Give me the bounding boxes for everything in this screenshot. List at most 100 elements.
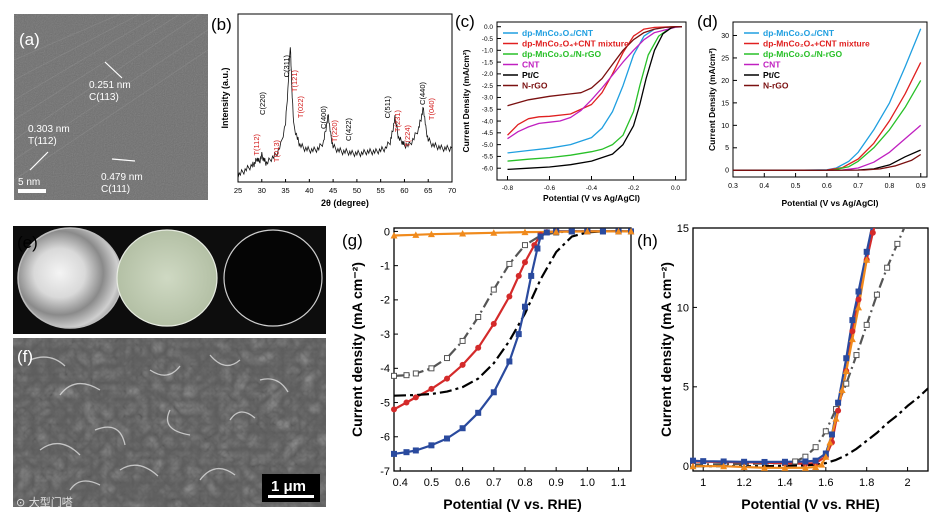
x-tick-label: 1.6 (818, 477, 833, 489)
y-tick-label: 0 (725, 168, 729, 175)
data-point (459, 425, 466, 432)
series-line (693, 387, 928, 468)
x-axis-label: Potential (V vs Ag/AgCl) (543, 193, 640, 203)
data-point (459, 229, 467, 237)
x-tick-label: 60 (400, 186, 408, 195)
disc-black (223, 229, 323, 327)
data-point (475, 313, 482, 320)
data-point (528, 272, 535, 279)
data-point (506, 260, 513, 267)
data-point (863, 321, 870, 328)
data-point (506, 358, 513, 365)
y-axis-label: Intensity (a.u.) (220, 67, 230, 128)
x-tick-label: 0.8 (885, 183, 895, 190)
data-point (444, 435, 451, 442)
y-tick-label: 15 (677, 223, 689, 235)
y-tick-label: -3.5 (482, 107, 494, 114)
x-tick-label: 40 (305, 186, 313, 195)
peak-label: C(311) (282, 55, 291, 78)
y-tick-label: 0 (683, 461, 689, 473)
peak-label: C(422) (344, 118, 353, 141)
x-tick-label: 1.1 (611, 477, 626, 489)
data-point (792, 458, 799, 465)
y-tick-label: -1.0 (482, 48, 494, 55)
data-point (412, 447, 419, 454)
x-tick-label: 30 (258, 186, 266, 195)
series-line (733, 149, 921, 171)
data-point (835, 407, 842, 414)
data-point (515, 331, 522, 338)
panel-label-e: (e) (17, 233, 38, 252)
y-axis-label: Current density (mA cm⁻²) (658, 262, 674, 437)
y-tick-label: 30 (721, 33, 729, 40)
data-point (853, 352, 860, 359)
disc-coated (116, 229, 218, 327)
data-point (855, 296, 862, 303)
data-point (720, 462, 728, 470)
scale-bar-f (268, 495, 314, 498)
y-tick-label: -1.5 (482, 59, 494, 66)
x-tick-label: 0.6 (455, 477, 470, 489)
data-point (534, 245, 541, 252)
data-point (615, 227, 623, 235)
x-tick-label: -0.2 (628, 185, 640, 192)
x-axis-label: Potential (V vs. RHE) (443, 496, 581, 512)
data-point (848, 335, 856, 343)
x-tick-label: 0.8 (517, 477, 532, 489)
y-tick-label: -5.5 (482, 154, 494, 161)
data-point (403, 372, 410, 379)
data-point (822, 428, 829, 435)
data-point (537, 233, 544, 240)
x-tick-label: 0.7 (486, 477, 501, 489)
legend-label: N-rGO (763, 81, 789, 91)
y-tick-label: -1 (380, 260, 390, 272)
y-tick-label: -0.5 (482, 36, 494, 43)
data-point (506, 293, 513, 300)
y-axis-label: Current Density (mA/cm²) (461, 49, 471, 152)
y-tick-label: -3 (380, 329, 390, 341)
legend-label: CNT (763, 60, 781, 70)
data-point (689, 462, 697, 470)
data-point (812, 457, 819, 464)
data-point (818, 461, 826, 468)
data-point (826, 438, 834, 446)
x-tick-label: 25 (234, 186, 242, 195)
data-point (412, 231, 420, 238)
series-line (394, 230, 631, 455)
peak-label: T(013) (272, 140, 281, 163)
data-point (802, 458, 809, 465)
annot-c111: C(111) (101, 184, 130, 195)
data-point (583, 227, 591, 235)
panel-label-g: (g) (342, 231, 363, 250)
x-axis-label: Potential (V vs. RHE) (741, 496, 879, 512)
data-point (552, 228, 560, 235)
series-line (507, 26, 682, 136)
x-tick-label: 0.9 (916, 183, 926, 190)
y-tick-label: -4.5 (482, 130, 494, 137)
data-point (427, 230, 435, 238)
data-point (832, 415, 840, 422)
y-tick-label: -5.0 (482, 142, 494, 149)
y-tick-label: -2.5 (482, 83, 494, 90)
legend-label: N-rGO (522, 81, 548, 91)
x-tick-label: 1.8 (859, 477, 874, 489)
x-tick-label: 50 (353, 186, 361, 195)
data-point (690, 457, 696, 464)
x-axis-label: Potential (V vs Ag/AgCl) (782, 198, 879, 208)
plot-frame (732, 21, 928, 178)
x-tick-label: 2 (905, 477, 911, 489)
y-tick-label: 5 (725, 145, 729, 152)
panel-label-b: (b) (211, 15, 232, 34)
data-point (855, 303, 863, 311)
legend-label: CNT (522, 60, 540, 70)
data-point (428, 442, 435, 449)
peak-label: T(112) (252, 134, 261, 156)
x-axis-label: 2θ (degree) (321, 198, 369, 208)
x-tick-label: 65 (424, 186, 432, 195)
x-tick-label: 55 (376, 186, 384, 195)
x-tick-label: 0.0 (671, 185, 680, 192)
panel-b: (b) 25 30 35 40 45 50 55 60 65 70 2θ (degree) Inten… (211, 13, 456, 208)
series-line (394, 230, 631, 411)
data-point (873, 291, 880, 298)
data-point (599, 228, 606, 235)
